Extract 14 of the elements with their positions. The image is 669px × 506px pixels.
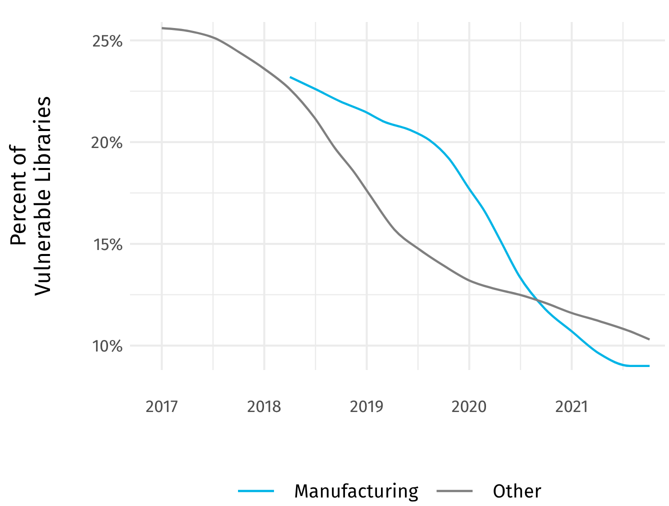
y-tick-label: 20% bbox=[91, 132, 123, 154]
x-tick-label: 2017 bbox=[146, 396, 178, 417]
x-tick-label: 2018 bbox=[247, 396, 282, 417]
y-axis-title: Percent of Vulnerable Libraries bbox=[4, 96, 56, 296]
legend-label: Manufacturing bbox=[294, 480, 418, 504]
x-tick-label: 2020 bbox=[451, 396, 488, 417]
legend-label: Other bbox=[492, 480, 542, 504]
line-series bbox=[160, 27, 651, 341]
y-tick-label: 25% bbox=[92, 30, 123, 52]
line-series bbox=[288, 76, 651, 368]
y-tick-label: 15% bbox=[93, 234, 123, 255]
x-tick-label: 2021 bbox=[555, 396, 588, 417]
x-tick-label: 2019 bbox=[350, 396, 384, 417]
y-tick-label: 10% bbox=[92, 336, 123, 357]
